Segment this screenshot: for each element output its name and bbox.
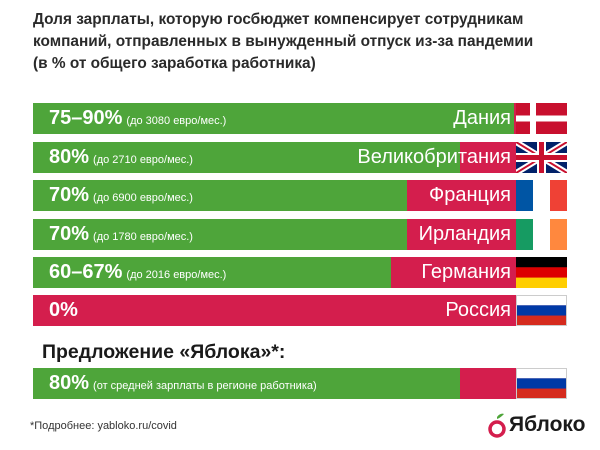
bar-value-label: 70% (до 6900 евро/мес.) bbox=[49, 180, 193, 211]
bar-fill bbox=[33, 180, 407, 211]
country-label: Ирландия bbox=[418, 223, 511, 245]
country-label: Россия bbox=[445, 299, 511, 321]
bar-fill bbox=[33, 219, 407, 250]
ireland-flag bbox=[516, 219, 567, 250]
bar-note: (до 1780 евро/мес.) bbox=[93, 231, 193, 243]
russia-flag bbox=[516, 368, 567, 399]
footnote: *Подробнее: yabloko.ru/covid bbox=[30, 420, 177, 432]
bar-note: (до 3080 евро/мес.) bbox=[126, 115, 227, 127]
bar-percent: 70% bbox=[49, 184, 90, 206]
bar-value-label: 75–90% (до 3080 евро/мес.) bbox=[49, 103, 226, 134]
country-label: Великобритания bbox=[357, 146, 511, 168]
country-label: Франция bbox=[429, 184, 511, 206]
title-line-2: компаний, отправленных в вынужденный отп… bbox=[33, 33, 534, 50]
bar-value-label: 70% (до 1780 евро/мес.) bbox=[49, 219, 193, 250]
title-line-3: (в % от общего заработка работника) bbox=[33, 55, 316, 72]
bar-row: 75–90% (до 3080 евро/мес.) Дания bbox=[33, 103, 567, 134]
denmark-flag bbox=[516, 103, 567, 134]
bar-row: 70% (до 1780 евро/мес.) Ирландия bbox=[33, 219, 567, 250]
proposal-bar-row: 80% (от средней зарплаты в регионе работн… bbox=[33, 368, 567, 399]
bar-row: 70% (до 6900 евро/мес.) Франция bbox=[33, 180, 567, 211]
bar-percent: 70% bbox=[49, 223, 90, 245]
uk-flag bbox=[516, 142, 567, 173]
proposal-heading: Предложение «Яблока»*: bbox=[42, 341, 286, 363]
bar-fill bbox=[33, 103, 514, 134]
bar-note: (до 6900 евро/мес.) bbox=[93, 192, 193, 204]
bar-fill bbox=[33, 368, 461, 399]
bar-row: 80% (до 2710 евро/мес.) Великобритания bbox=[33, 142, 567, 173]
bar-remainder bbox=[33, 295, 567, 326]
bar-percent: 75–90% bbox=[49, 107, 123, 129]
yabloko-apple-icon bbox=[488, 413, 506, 438]
logo-text: Яблоко bbox=[509, 413, 586, 436]
bar-row: 0% Россия bbox=[33, 295, 567, 326]
bar-row: 60–67% (до 2016 евро/мес.) Германия bbox=[33, 257, 567, 288]
france-flag bbox=[516, 180, 567, 211]
country-label: Германия bbox=[421, 261, 511, 283]
title-line-1: Доля зарплаты, которую госбюджет компенс… bbox=[33, 11, 524, 28]
germany-flag bbox=[516, 257, 567, 288]
bar-value-label: 80% (от средней зарплаты в регионе работн… bbox=[49, 368, 317, 399]
bar-percent: 80% bbox=[49, 146, 90, 168]
bar-value-label: 60–67% (до 2016 евро/мес.) bbox=[49, 257, 226, 288]
chart-title: Доля зарплаты, которую госбюджет компенс… bbox=[33, 9, 593, 75]
russia-flag bbox=[516, 295, 567, 326]
bar-value-label: 0% bbox=[49, 295, 78, 326]
bar-note: (от средней зарплаты в регионе работника… bbox=[93, 380, 317, 392]
country-label: Дания bbox=[453, 107, 511, 129]
bar-percent: 80% bbox=[49, 372, 90, 394]
bar-percent: 0% bbox=[49, 299, 78, 321]
bar-note: (до 2016 евро/мес.) bbox=[126, 269, 227, 281]
bar-percent: 60–67% bbox=[49, 261, 123, 283]
bar-fill bbox=[33, 142, 461, 173]
bar-note: (до 2710 евро/мес.) bbox=[93, 154, 193, 166]
bar-fill bbox=[33, 257, 391, 288]
bar-value-label: 80% (до 2710 евро/мес.) bbox=[49, 142, 193, 173]
